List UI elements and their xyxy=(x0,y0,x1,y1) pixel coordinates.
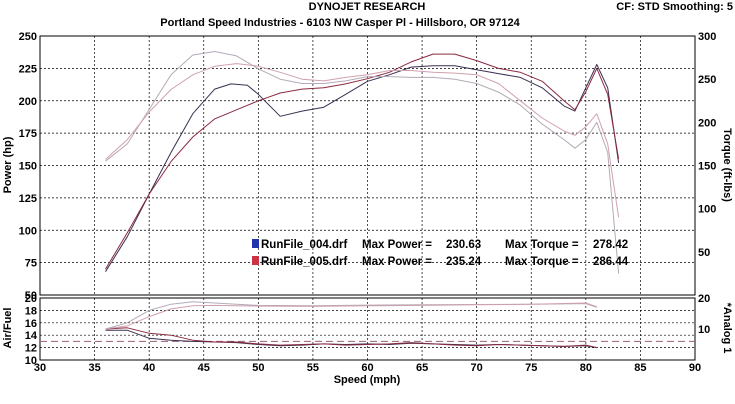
y-tick-label-torque: 100 xyxy=(698,204,716,216)
legend-power-value-runfile-005: 235.24 xyxy=(446,256,482,268)
series-runfile-005-air-fuel xyxy=(105,327,597,349)
x-tick-label: 45 xyxy=(198,362,210,374)
y-axis-label-analog: *Analog 1 xyxy=(721,303,733,354)
y-tick-label-power: 200 xyxy=(19,96,37,108)
legend: RunFile_004.drf Max Power = 230.63 Max T… xyxy=(252,239,629,268)
series-runfile-005-torque xyxy=(105,63,620,218)
y-tick-label-airfuel: 12 xyxy=(25,343,37,355)
legend-power-label-runfile-004: Max Power = xyxy=(362,239,432,251)
y-tick-label-power: 150 xyxy=(19,161,37,173)
chart-subtitle: Portland Speed Industries - 6103 NW Casp… xyxy=(160,17,520,29)
y-tick-label-power: 250 xyxy=(19,31,37,43)
y-tick-label-torque: 250 xyxy=(698,74,716,86)
series-runfile-005-power xyxy=(105,53,620,270)
legend-torque-value-runfile-005: 286.44 xyxy=(593,256,629,268)
grid-lines xyxy=(40,36,695,360)
chart-title: DYNOJET RESEARCH xyxy=(309,1,426,13)
series-runfile-004-torque xyxy=(105,51,620,274)
y-tick-label-airfuel: 14 xyxy=(25,330,38,342)
x-tick-label: 75 xyxy=(525,362,537,374)
x-tick-label: 65 xyxy=(416,362,428,374)
legend-power-label-runfile-005: Max Power = xyxy=(362,256,432,268)
x-tick-label: 80 xyxy=(580,362,592,374)
legend-file-runfile-004: RunFile_004.drf xyxy=(261,239,347,251)
x-tick-label: 60 xyxy=(361,362,373,374)
y-tick-label-airfuel: 16 xyxy=(25,318,37,330)
y-tick-label-torque: 300 xyxy=(698,31,716,43)
legend-power-value-runfile-004: 230.63 xyxy=(446,239,481,251)
series-lines xyxy=(105,51,620,349)
chart-corner-info: CF: STD Smoothing: 5 xyxy=(616,1,733,13)
legend-torque-label-runfile-005: Max Torque = xyxy=(505,256,579,268)
y-tick-label-power: 50 xyxy=(25,290,37,302)
y-tick-label-power: 225 xyxy=(19,63,37,75)
y-tick-label-analog: 10 xyxy=(698,324,710,336)
y-axis-label-torque: Torque (ft-lbs) xyxy=(721,128,733,202)
y-tick-label-power: 125 xyxy=(19,193,37,205)
tick-labels: 30 35 40 45 50 55 60 65 70 75 80 85 90 50 75 100 125 150 1… xyxy=(19,31,717,374)
y-tick-label-torque: 50 xyxy=(698,247,710,259)
x-tick-label: 50 xyxy=(252,362,264,374)
series-runfile-004-power xyxy=(105,64,620,272)
y-tick-label-power: 75 xyxy=(25,258,37,270)
y-tick-label-torque: 200 xyxy=(698,117,716,129)
x-tick-label: 40 xyxy=(143,362,155,374)
y-tick-label-airfuel: 10 xyxy=(25,355,37,367)
x-tick-label: 30 xyxy=(34,362,46,374)
legend-file-runfile-005: RunFile_005.drf xyxy=(261,256,347,268)
y-tick-label-airfuel: 18 xyxy=(25,305,37,317)
legend-swatch-runfile-004 xyxy=(252,239,259,248)
series-runfile-005-analog-1 xyxy=(105,302,597,330)
y-tick-label-power: 175 xyxy=(19,128,37,140)
legend-torque-label-runfile-004: Max Torque = xyxy=(505,239,579,251)
legend-torque-value-runfile-004: 278.42 xyxy=(593,239,628,251)
x-tick-label: 85 xyxy=(634,362,646,374)
y-tick-label-torque: 150 xyxy=(698,161,716,173)
x-tick-label: 70 xyxy=(471,362,483,374)
x-tick-label: 55 xyxy=(307,362,319,374)
y-tick-label-power: 100 xyxy=(19,225,37,237)
y-axis-label-airfuel: Air/Fuel xyxy=(2,308,14,349)
y-tick-label-airfuel: 20 xyxy=(25,293,37,305)
y-tick-label-analog: 20 xyxy=(698,293,710,305)
x-axis-label: Speed (mph) xyxy=(334,374,401,386)
x-tick-label: 35 xyxy=(88,362,100,374)
legend-swatch-runfile-005 xyxy=(252,256,259,265)
x-tick-label: 90 xyxy=(689,362,701,374)
y-axis-label-power: Power (hp) xyxy=(2,136,14,193)
